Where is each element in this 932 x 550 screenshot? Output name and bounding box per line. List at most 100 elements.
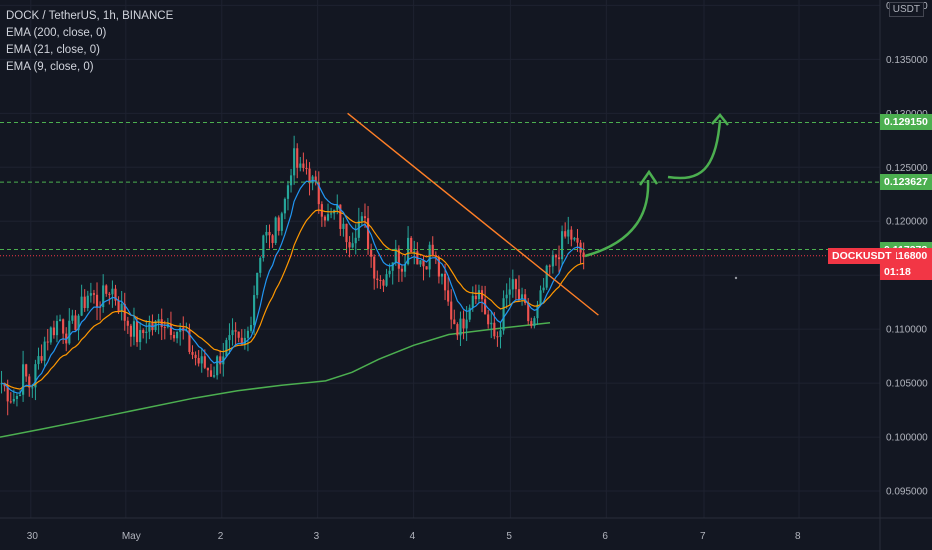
candle-body [139, 330, 142, 343]
candle-body [40, 356, 43, 361]
y-tick-label: 0.110000 [886, 325, 927, 336]
candle-body [354, 237, 357, 244]
candle-body [468, 307, 471, 320]
ema21-line [1, 209, 584, 390]
candle-body [345, 223, 348, 243]
candle-body [336, 204, 339, 210]
candle-body [323, 216, 327, 221]
candle-body [172, 334, 176, 339]
candle-body [520, 294, 524, 300]
candle-body [203, 356, 206, 368]
candle-body [265, 231, 268, 236]
candle-body [539, 290, 542, 305]
candle-body [191, 351, 194, 355]
dot-marker [734, 276, 738, 280]
candle-body [351, 243, 354, 248]
candle-body [12, 398, 15, 402]
candle-body [376, 278, 379, 280]
ema21-path [1, 209, 584, 390]
candle-body [268, 231, 271, 236]
candle-body [527, 303, 530, 322]
candle-body [62, 319, 65, 334]
y-tick-label: 0.130000 [886, 109, 928, 120]
candle-body [493, 322, 496, 337]
candle-body [514, 279, 517, 290]
candle-body [117, 300, 120, 312]
x-tick-label: 30 [27, 531, 39, 542]
candle-body [484, 299, 487, 315]
candle-body [413, 251, 416, 253]
candle-body [240, 337, 243, 345]
candle-body [194, 354, 197, 359]
candle-body [505, 294, 508, 299]
candle-body [22, 364, 25, 395]
candle-body [419, 260, 422, 265]
candle-body [394, 248, 397, 263]
candle-body [524, 294, 527, 304]
candle-body [567, 229, 570, 237]
currency-label[interactable]: USDT [888, 2, 924, 17]
candle-body [219, 356, 222, 365]
symbol-tag: DOCKUSDT [828, 247, 896, 264]
candle-body [43, 341, 46, 361]
legend-ema21[interactable]: EMA (21, close, 0) [6, 44, 100, 56]
candle-body [80, 296, 83, 316]
candle-body [477, 290, 481, 300]
candle-body [490, 322, 493, 325]
candle-body [225, 340, 228, 357]
candle-body [216, 356, 219, 376]
candle-body [542, 287, 545, 291]
candle-body [37, 356, 40, 365]
candle-body [385, 274, 388, 286]
candle-body [105, 285, 108, 294]
candle-body [382, 280, 385, 286]
y-tick-label: 0.100000 [886, 433, 928, 444]
candle-body [65, 333, 68, 344]
candle-body [480, 290, 484, 300]
price-level-tag: 0.129150 [880, 114, 932, 131]
candle-body [108, 293, 111, 295]
candle-body [120, 303, 123, 312]
candle-body [342, 223, 345, 229]
candle-body [111, 288, 114, 295]
candle-body [431, 244, 434, 255]
candle-body [447, 290, 450, 302]
candle-body [308, 168, 311, 184]
candle-body [135, 321, 139, 343]
candle-body [305, 167, 308, 169]
annotation-arrows [584, 113, 738, 280]
candle-body [400, 268, 404, 272]
candle-body [74, 315, 77, 331]
ema9-path [1, 179, 585, 394]
candle-body [314, 176, 317, 183]
candle-body [6, 386, 9, 402]
candle-body [243, 337, 246, 345]
candle-body [471, 295, 474, 308]
price-level-tag: 0.123627 [880, 174, 932, 191]
candle-body [197, 358, 200, 364]
candle-body [573, 237, 576, 240]
y-tick-label: 0.120000 [886, 217, 928, 228]
candle-body [302, 163, 305, 168]
candle-body [465, 319, 468, 329]
candle-body [15, 395, 19, 399]
candle-body [296, 148, 299, 168]
x-tick-label: 2 [218, 531, 224, 542]
y-tick-label: 0.125000 [886, 163, 928, 174]
candle-body [280, 213, 283, 231]
candle-body [388, 270, 391, 275]
candle-body [370, 249, 373, 257]
legend-ema200[interactable]: EMA (200, close, 0) [6, 27, 107, 39]
candle-body [49, 327, 52, 343]
candle-body [176, 331, 179, 339]
candle-body [348, 242, 351, 248]
legend-ema9[interactable]: EMA (9, close, 0) [6, 61, 94, 73]
candle-body [68, 320, 71, 344]
candle-body [407, 237, 410, 265]
candle-body [293, 148, 296, 176]
candle-body [487, 314, 490, 325]
legend-title[interactable]: DOCK / TetherUS, 1h, BINANCE [6, 10, 174, 22]
candle-body [443, 273, 447, 291]
candle-body [25, 364, 28, 377]
